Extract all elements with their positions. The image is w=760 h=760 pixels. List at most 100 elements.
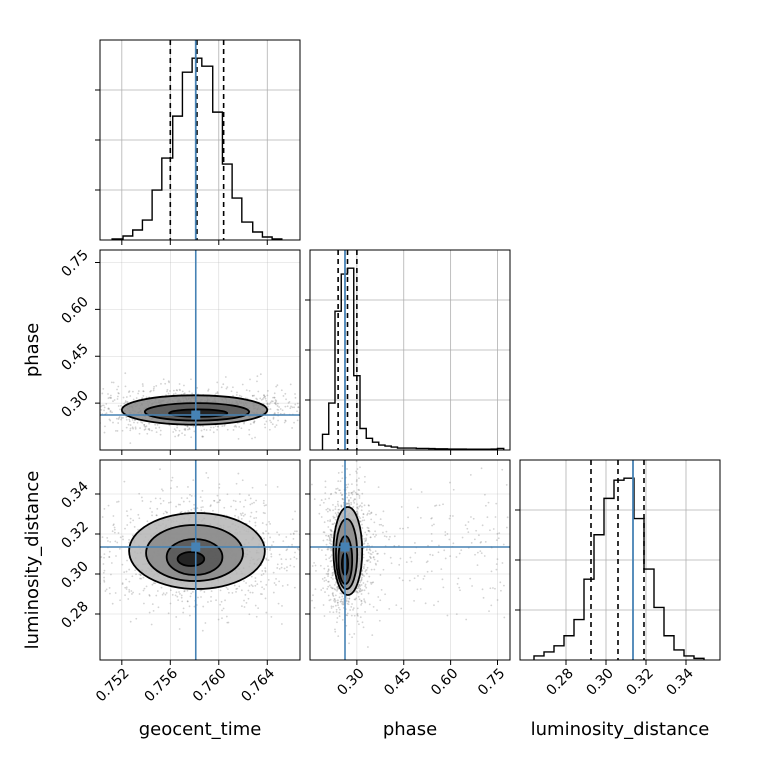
sample-point — [378, 619, 381, 622]
sample-point — [152, 582, 155, 585]
sample-point — [86, 555, 88, 557]
sample-point — [240, 605, 243, 608]
sample-point — [293, 586, 296, 589]
y-tick-label-phase: 0.45 — [58, 341, 91, 374]
sample-point — [92, 413, 94, 415]
sample-point — [379, 518, 382, 521]
sample-point — [151, 511, 153, 513]
sample-point — [438, 544, 440, 547]
sample-point — [276, 485, 279, 488]
sample-point — [243, 422, 245, 425]
sample-point — [216, 494, 219, 497]
sample-point — [363, 475, 366, 478]
sample-point — [365, 559, 368, 562]
sample-point — [150, 623, 153, 626]
sample-point — [358, 583, 361, 586]
sample-point — [346, 602, 349, 605]
sample-point — [481, 662, 483, 664]
sample-point — [85, 429, 87, 431]
sample-point — [364, 569, 367, 572]
panel-frame — [99, 39, 301, 241]
sample-point — [366, 512, 369, 515]
sample-point — [307, 425, 309, 427]
sample-point — [336, 503, 339, 506]
sample-point — [124, 594, 126, 597]
sample-point — [73, 521, 75, 523]
sample-point — [123, 480, 126, 483]
sample-point — [101, 536, 104, 539]
sample-point — [444, 531, 447, 533]
sample-point — [315, 551, 317, 553]
sample-point — [133, 421, 135, 424]
sample-point — [459, 589, 461, 592]
sample-point — [334, 628, 336, 631]
sample-point — [360, 579, 363, 581]
sample-point — [375, 534, 377, 536]
sample-point — [123, 402, 126, 405]
sample-point — [265, 583, 268, 586]
sample-point — [349, 609, 352, 611]
sample-point — [291, 406, 294, 409]
sample-point — [169, 501, 172, 504]
sample-point — [140, 421, 142, 423]
sample-point — [124, 401, 127, 404]
sample-point — [105, 588, 108, 591]
sample-point — [356, 607, 359, 610]
sample-point — [341, 477, 344, 480]
x-tick-label-luminosity_distance: 0.34 — [663, 665, 696, 698]
sample-point — [484, 540, 487, 543]
sample-point — [107, 407, 110, 410]
sample-point — [289, 533, 292, 536]
sample-point — [134, 569, 137, 572]
sample-point — [148, 611, 151, 614]
sample-point — [479, 550, 482, 553]
sample-point — [340, 504, 343, 507]
sample-point — [256, 398, 259, 401]
sample-point — [235, 508, 237, 511]
sample-point — [294, 396, 297, 399]
sample-point — [156, 590, 159, 592]
sample-point — [151, 583, 154, 586]
sample-point — [245, 601, 248, 604]
sample-point — [376, 552, 378, 555]
sample-point — [367, 529, 370, 532]
sample-point — [353, 598, 356, 601]
sample-point — [362, 543, 365, 546]
sample-point — [367, 592, 370, 595]
sample-point — [374, 562, 377, 565]
sample-point — [313, 561, 316, 564]
sample-point — [416, 588, 419, 591]
sample-point — [325, 508, 328, 511]
sample-point — [216, 392, 219, 395]
sample-point — [360, 577, 363, 580]
sample-point — [264, 597, 267, 600]
sample-point — [142, 589, 145, 592]
sample-point — [363, 519, 366, 522]
sample-point — [278, 567, 281, 570]
sample-point — [341, 618, 344, 621]
sample-point — [339, 480, 342, 483]
sample-point — [355, 480, 358, 483]
sample-point — [86, 539, 88, 541]
sample-point — [262, 532, 265, 535]
sample-point — [407, 516, 409, 519]
sample-point — [278, 406, 280, 408]
sample-point — [353, 501, 356, 504]
sample-point — [167, 380, 170, 383]
sample-point — [308, 410, 310, 412]
sample-point — [323, 531, 326, 534]
sample-point — [354, 498, 357, 501]
sample-point — [100, 556, 103, 558]
sample-point — [253, 394, 255, 397]
sample-point — [273, 412, 276, 414]
sample-point — [235, 588, 238, 590]
sample-point — [294, 510, 296, 513]
sample-point — [94, 580, 96, 582]
sample-point — [130, 590, 133, 592]
sample-point — [330, 533, 332, 536]
sample-point — [226, 428, 229, 431]
sample-point — [183, 590, 186, 592]
sample-point — [243, 599, 245, 602]
sample-point — [262, 499, 265, 502]
sample-point — [370, 511, 373, 514]
